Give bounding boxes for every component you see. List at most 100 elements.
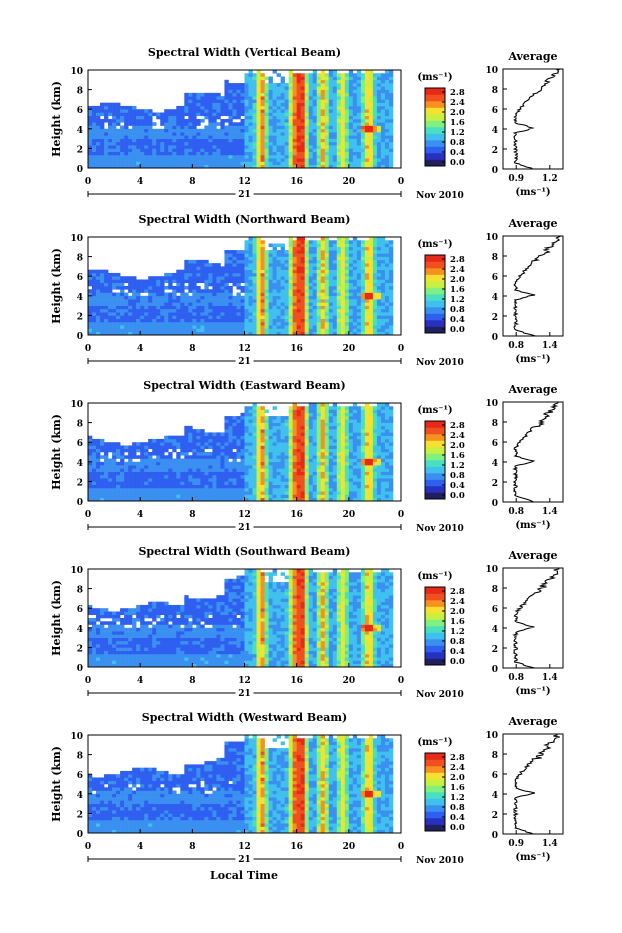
heatmap-cell <box>232 445 236 449</box>
heatmap-cell <box>249 132 253 136</box>
heatmap-cell <box>321 299 325 303</box>
heatmap-cell <box>120 112 124 116</box>
heatmap-cell <box>108 312 112 316</box>
heatmap-cell <box>389 283 393 287</box>
heatmap-cell <box>289 468 293 472</box>
heatmap-cell <box>132 139 136 143</box>
heatmap-cell <box>176 276 180 280</box>
heatmap-cell <box>289 152 293 156</box>
heatmap-cell <box>349 273 353 277</box>
heatmap-cell <box>204 158 208 162</box>
heatmap-cell <box>132 145 136 149</box>
heatmap-cell <box>285 312 289 316</box>
heatmap-cell <box>116 276 120 280</box>
heatmap-cell <box>192 161 196 165</box>
heatmap-cell <box>281 93 285 97</box>
heatmap-cell <box>385 289 389 293</box>
heatmap-cell <box>188 468 192 472</box>
heatmap-cell <box>249 122 253 126</box>
heatmap-cell <box>273 83 277 87</box>
heatmap-cell <box>289 445 293 449</box>
heatmap-cell <box>104 142 108 146</box>
heatmap-cell <box>265 445 269 449</box>
heatmap-cell <box>385 273 389 277</box>
heatmap-cell <box>361 319 365 323</box>
heatmap-cell <box>257 296 261 300</box>
heatmap-cell <box>116 283 120 287</box>
heatmap-cell <box>224 289 228 293</box>
heatmap-cell <box>341 260 345 264</box>
heatmap-cell <box>216 319 220 323</box>
heatmap-cell <box>293 293 297 297</box>
heatmap-cell <box>184 488 188 492</box>
heatmap-cell <box>341 289 345 293</box>
heatmap-cell <box>192 152 196 156</box>
heatmap-cell <box>124 109 128 113</box>
heatmap-cell <box>253 455 257 459</box>
heatmap-cell <box>92 276 96 280</box>
heatmap-cell <box>285 322 289 326</box>
heatmap-cell <box>285 452 289 456</box>
heatmap-cell <box>128 296 132 300</box>
heatmap-cell <box>261 135 265 139</box>
heatmap-cell <box>96 309 100 313</box>
heatmap-cell <box>232 416 236 420</box>
heatmap-cell <box>200 449 204 453</box>
heatmap-cell <box>92 116 96 120</box>
heatmap-cell <box>144 129 148 133</box>
heatmap-cell <box>116 472 120 476</box>
heatmap-cell <box>317 116 321 120</box>
heatmap-cell <box>236 283 240 287</box>
heatmap-cell <box>236 309 240 313</box>
heatmap-cell <box>369 129 373 133</box>
heatmap-cell <box>92 449 96 453</box>
heatmap-cell <box>313 158 317 162</box>
heatmap-cell <box>144 119 148 123</box>
heatmap-cell <box>305 126 309 130</box>
heatmap-cell <box>220 161 224 165</box>
heatmap-cell <box>168 148 172 152</box>
heatmap-cell <box>389 119 393 123</box>
heatmap-cell <box>385 86 389 90</box>
heatmap-cell <box>309 106 313 110</box>
heatmap-cell <box>136 299 140 303</box>
heatmap-cell <box>96 296 100 300</box>
heatmap-cell <box>152 322 156 326</box>
heatmap-cell <box>249 250 253 254</box>
heatmap-cell <box>265 452 269 456</box>
heatmap-cell <box>365 93 369 97</box>
heatmap-cell <box>245 99 249 103</box>
heatmap-cell <box>261 419 265 423</box>
heatmap-cell <box>148 452 152 456</box>
heatmap-cell <box>196 270 200 274</box>
heatmap-cell <box>196 455 200 459</box>
heatmap-cell <box>333 266 337 270</box>
heatmap-cell <box>253 436 257 440</box>
heatmap-cell <box>228 158 232 162</box>
heatmap-cell <box>269 312 273 316</box>
heatmap-cell <box>309 306 313 310</box>
heatmap-cell <box>140 452 144 456</box>
heatmap-cell <box>192 286 196 290</box>
heatmap-cell <box>104 145 108 149</box>
heatmap-cell <box>297 142 301 146</box>
heatmap-cell <box>168 445 172 449</box>
heatmap-cell <box>196 472 200 476</box>
heatmap-cell <box>297 80 301 84</box>
heatmap-cell <box>216 481 220 485</box>
heatmap-cell <box>293 286 297 290</box>
heatmap-cell <box>385 296 389 300</box>
heatmap-cell <box>168 126 172 130</box>
heatmap-cell <box>373 237 377 241</box>
heatmap-cell <box>301 325 305 329</box>
heatmap-cell <box>257 472 261 476</box>
heatmap-cell <box>100 488 104 492</box>
heatmap-cell <box>96 152 100 156</box>
heatmap-cell <box>265 319 269 323</box>
heatmap-cell <box>216 161 220 165</box>
heatmap-cell <box>353 148 357 152</box>
heatmap-cell <box>148 445 152 449</box>
heatmap-cell <box>152 139 156 143</box>
heatmap-cell <box>116 442 120 446</box>
heatmap-cell <box>148 148 152 152</box>
